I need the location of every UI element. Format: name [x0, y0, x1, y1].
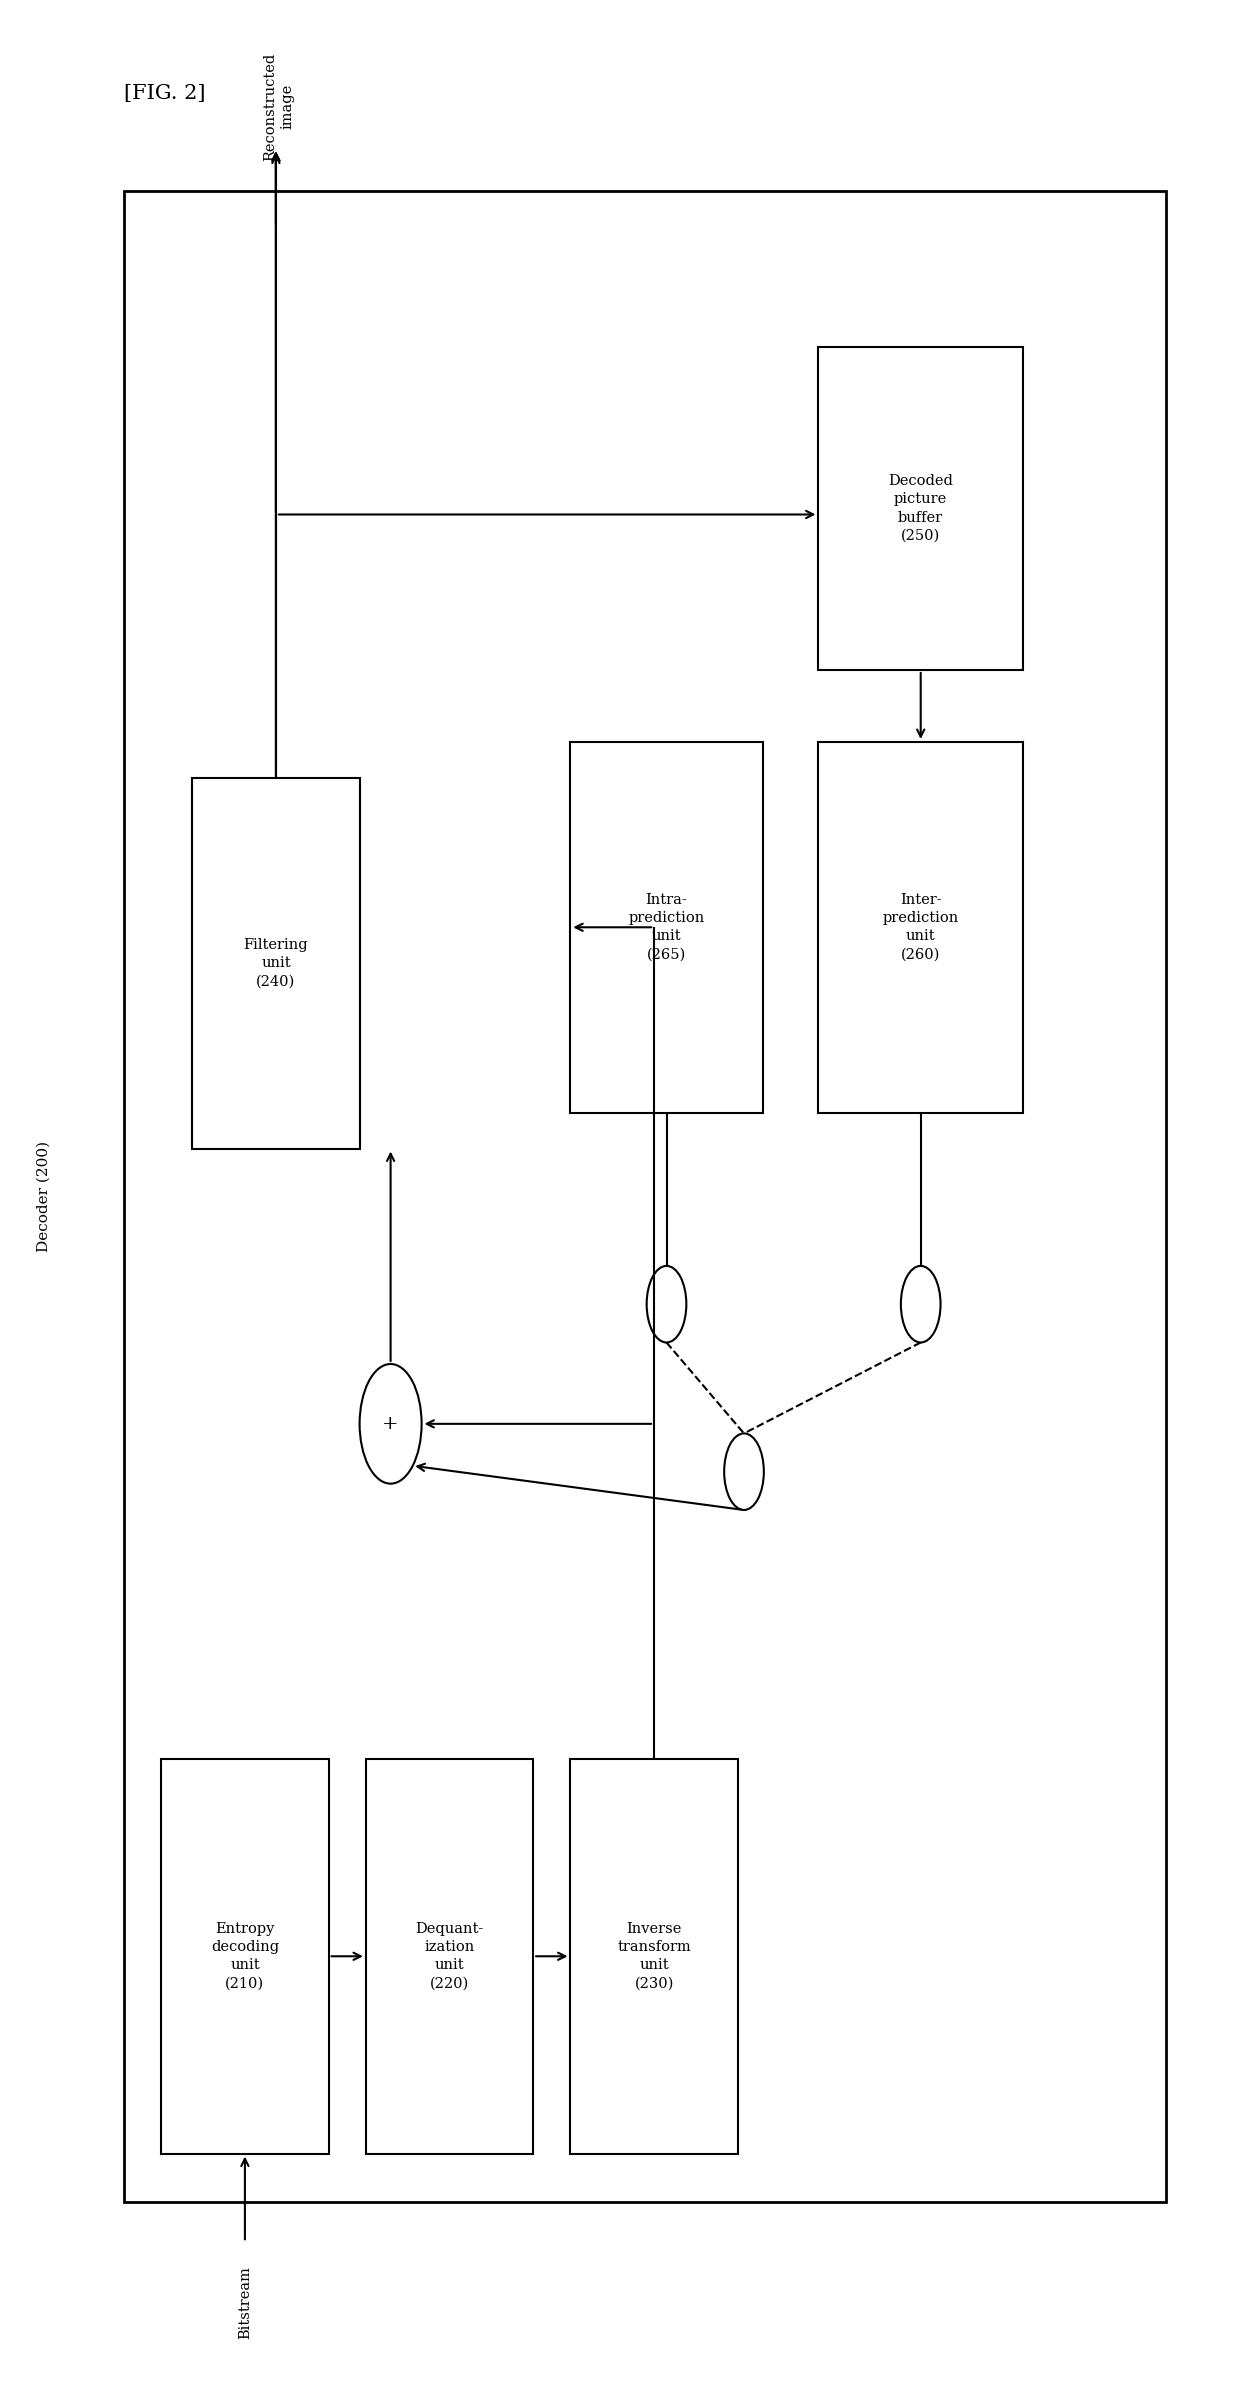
Text: Decoded
picture
buffer
(250): Decoded picture buffer (250)	[888, 474, 954, 543]
Text: Bitstream: Bitstream	[238, 2266, 252, 2338]
Text: Entropy
decoding
unit
(210): Entropy decoding unit (210)	[211, 1922, 279, 1991]
Bar	[161, 1759, 329, 2154]
Bar	[124, 191, 1166, 2202]
Bar	[818, 347, 1023, 670]
Text: Decoder (200): Decoder (200)	[36, 1141, 51, 1252]
Text: Intra-
prediction
unit
(265): Intra- prediction unit (265)	[629, 893, 704, 962]
Text: [FIG. 2]: [FIG. 2]	[124, 84, 206, 103]
Text: Dequant-
ization
unit
(220): Dequant- ization unit (220)	[415, 1922, 484, 1991]
Bar	[570, 1759, 738, 2154]
Text: Inverse
transform
unit
(230): Inverse transform unit (230)	[618, 1922, 691, 1991]
Text: Inter-
prediction
unit
(260): Inter- prediction unit (260)	[883, 893, 959, 962]
Bar	[818, 742, 1023, 1113]
Text: Filtering
unit
(240): Filtering unit (240)	[243, 938, 309, 988]
Bar	[366, 1759, 533, 2154]
Bar	[192, 778, 360, 1149]
Bar	[570, 742, 763, 1113]
Text: +: +	[382, 1414, 399, 1433]
Text: Reconstructed
image: Reconstructed image	[263, 53, 295, 160]
